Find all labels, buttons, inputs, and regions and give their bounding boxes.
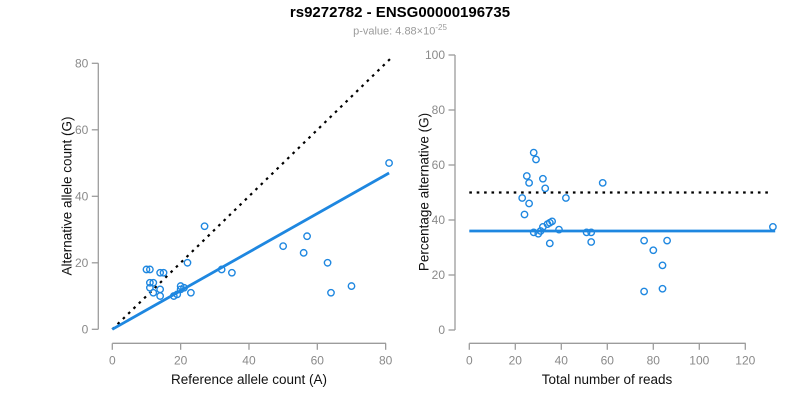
right-xaxis-title: Total number of reads: [541, 372, 673, 387]
svg-text:0: 0: [109, 353, 116, 367]
data-point: [303, 232, 311, 241]
pvalue-exponent: -25: [435, 23, 447, 32]
data-point: [200, 222, 209, 231]
regression-line: [111, 171, 390, 331]
data-point: [327, 288, 335, 297]
svg-text:80: 80: [75, 57, 89, 71]
data-point: [541, 184, 550, 193]
percentage-vs-reads-axes: [454, 55, 746, 344]
data-point: [323, 258, 332, 267]
allele-counts-points: [142, 159, 393, 300]
percentage-vs-reads-plot: 0 20 40 60 80 100 120 0 20 40 60 80 100: [425, 48, 777, 367]
data-point: [640, 236, 648, 245]
data-point: [149, 288, 158, 297]
data-point: [156, 285, 165, 294]
data-point: [532, 155, 540, 164]
chart-subtitle: p-value: 4.88×10-25: [0, 23, 800, 38]
allele-counts-ticks: [91, 62, 387, 350]
percentage-vs-reads-ticks: [448, 54, 746, 350]
svg-text:0: 0: [466, 353, 473, 367]
data-point: [522, 172, 531, 180]
data-point: [385, 159, 393, 167]
percentage-vs-reads-points: [518, 148, 777, 296]
data-point: [587, 238, 596, 246]
data-point: [183, 258, 192, 267]
svg-text:80: 80: [379, 353, 393, 367]
data-point: [227, 268, 236, 277]
data-point: [640, 287, 648, 296]
svg-text:100: 100: [425, 48, 445, 62]
svg-text:20: 20: [174, 353, 188, 367]
svg-text:40: 40: [75, 190, 89, 204]
svg-text:120: 120: [735, 353, 755, 367]
allele-counts-lines: [111, 55, 394, 331]
svg-text:100: 100: [689, 353, 709, 367]
data-point: [658, 284, 667, 293]
data-point: [525, 178, 533, 187]
svg-text:40: 40: [555, 353, 569, 367]
svg-text:20: 20: [75, 256, 89, 270]
allele-counts-plot: 0 20 40 60 80 0 20 40 60 80: [75, 55, 394, 368]
identity-line: [111, 55, 394, 331]
data-point: [180, 283, 188, 292]
data-point: [529, 148, 538, 157]
data-point: [142, 265, 151, 274]
data-point: [548, 217, 556, 226]
svg-text:60: 60: [601, 353, 615, 367]
data-point: [769, 222, 777, 231]
data-point: [587, 228, 596, 237]
right-yaxis-title: Percentage alternative (G): [416, 112, 432, 272]
data-point: [518, 194, 527, 202]
data-point: [156, 268, 165, 277]
data-point: [529, 228, 538, 237]
svg-text:0: 0: [82, 323, 89, 337]
left-xaxis-title: Reference allele count (A): [170, 372, 328, 387]
data-point: [186, 288, 195, 297]
left-yaxis-title: Alternative allele count (G): [59, 116, 75, 276]
percentage-vs-reads-tick-labels: 0 20 40 60 80 100 120 0 20 40 60 80 100: [425, 48, 756, 367]
data-point: [545, 239, 554, 248]
data-point: [525, 199, 533, 208]
data-point: [156, 292, 165, 300]
data-point: [145, 278, 154, 287]
svg-text:20: 20: [432, 268, 446, 282]
svg-text:20: 20: [509, 353, 523, 367]
data-point: [347, 282, 356, 290]
percentage-vs-reads-lines: [469, 191, 776, 233]
svg-text:80: 80: [432, 103, 446, 117]
allele-counts-tick-labels: 0 20 40 60 80 0 20 40 60 80: [75, 57, 393, 368]
allele-counts-axes: [97, 63, 386, 344]
svg-text:60: 60: [75, 123, 89, 137]
chart-title: rs9272782 - ENSG00000196735: [289, 4, 511, 21]
data-point: [217, 265, 226, 274]
data-point: [658, 261, 667, 270]
data-point: [582, 228, 591, 237]
data-point: [649, 246, 658, 255]
svg-text:60: 60: [432, 158, 446, 172]
data-point: [663, 236, 671, 245]
data-point: [299, 248, 308, 257]
svg-text:60: 60: [311, 353, 325, 367]
data-point: [539, 174, 547, 183]
data-point: [279, 242, 288, 251]
data-point: [555, 225, 563, 234]
data-point: [562, 194, 570, 202]
svg-text:0: 0: [438, 323, 445, 337]
svg-text:40: 40: [242, 353, 256, 367]
data-point: [520, 210, 529, 219]
svg-text:80: 80: [647, 353, 661, 367]
data-point: [145, 265, 154, 274]
svg-text:40: 40: [432, 213, 446, 227]
pvalue-text: p-value: 4.88×10: [353, 25, 436, 38]
data-point: [598, 178, 607, 187]
data-point: [536, 227, 545, 235]
data-point: [159, 268, 168, 277]
